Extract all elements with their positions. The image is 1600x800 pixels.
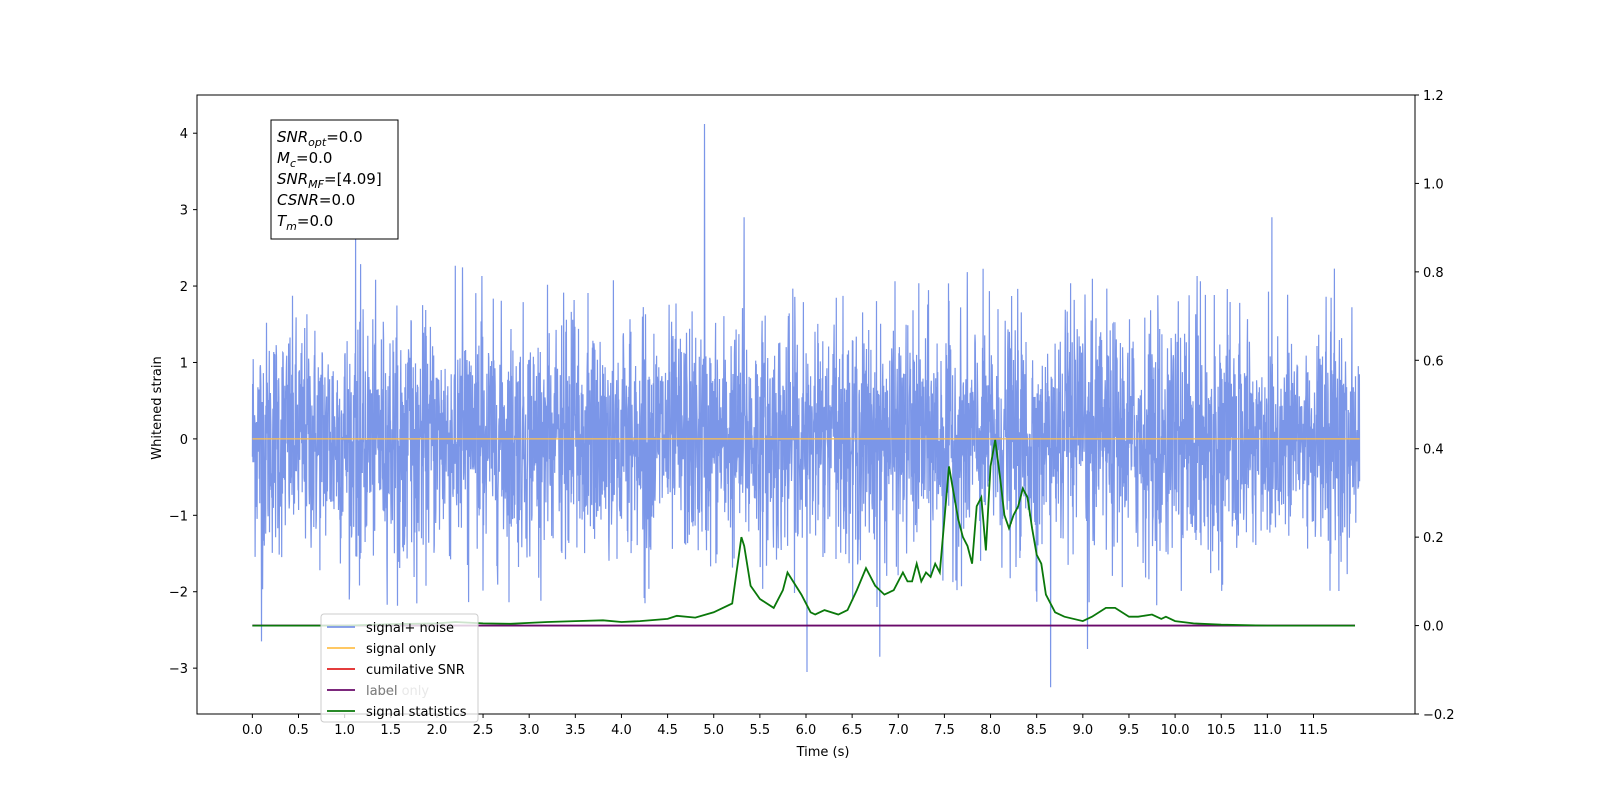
legend-entry: signal only [366, 642, 436, 657]
info-box-line: SNRopt=0.0 [277, 128, 363, 149]
x-tick-label: 11.0 [1253, 723, 1282, 738]
x-tick-label: 4.0 [611, 723, 632, 738]
x-tick-label: 0.5 [288, 723, 309, 738]
x-tick-label: 3.0 [519, 723, 540, 738]
x-tick-label: 11.5 [1299, 723, 1328, 738]
legend-hidden-text: label only [366, 684, 429, 699]
y2-tick-label: −0.2 [1423, 708, 1455, 723]
y2-tick-label: 0.8 [1423, 266, 1444, 281]
x-tick-label: 5.5 [750, 723, 771, 738]
statistics-line [252, 439, 1355, 627]
x-tick-label: 1.0 [334, 723, 355, 738]
x-tick-label: 9.0 [1072, 723, 1093, 738]
x-tick-label: 9.5 [1119, 723, 1140, 738]
y-tick-label: 1 [180, 356, 188, 371]
y-tick-label: 2 [180, 280, 188, 295]
x-tick-label: 6.5 [842, 723, 863, 738]
y-tick-label: 0 [180, 433, 188, 448]
y2-tick-label: 0.4 [1423, 443, 1444, 458]
x-tick-label: 7.0 [888, 723, 909, 738]
noise-series [251, 123, 1361, 688]
legend-entry: signal statistics [366, 705, 467, 720]
x-axis-label: Time (s) [796, 745, 850, 760]
x-tick-label: 5.0 [703, 723, 724, 738]
x-tick-label: 2.0 [427, 723, 448, 738]
y-tick-label: −2 [169, 586, 188, 601]
y2-tick-label: 0.2 [1423, 531, 1444, 546]
info-box-frame [270, 119, 399, 240]
x-axis-ticks: 0.0 0.5 1.0 1.5 2.0 2.5 3.0 3.5 4.0 4.5 5.0 5.5 6.0 6… [242, 714, 1328, 738]
x-tick-label: 7.5 [934, 723, 955, 738]
y2-tick-label: 1.0 [1423, 177, 1444, 192]
x-tick-label: 10.0 [1161, 723, 1190, 738]
x-tick-label: 1.5 [380, 723, 401, 738]
x-tick-label: 8.0 [980, 723, 1001, 738]
x-tick-label: 2.5 [473, 723, 494, 738]
y-tick-label: −3 [169, 662, 188, 677]
x-tick-label: 8.5 [1026, 723, 1047, 738]
info-box-line: Tm=0.0 [277, 212, 333, 233]
noise-line [251, 123, 1361, 688]
legend-entry: signal+ noise [366, 621, 454, 636]
legend-frame [320, 613, 479, 723]
x-tick-label: 6.0 [796, 723, 817, 738]
y2-tick-label: 1.2 [1423, 89, 1444, 104]
y2-tick-label: 0.0 [1423, 620, 1444, 635]
y-axis-label: Whitened strain [150, 356, 165, 459]
x-tick-label: 4.5 [657, 723, 678, 738]
y2-axis-ticks: −0.2 0.0 0.2 0.4 0.6 0.8 1.0 1.2 [1415, 89, 1455, 723]
y2-tick-label: 0.6 [1423, 354, 1444, 369]
legend: signal+ noise signal only cumilative SNR la… [320, 613, 479, 723]
y-axis-ticks: −3 −2 −1 0 1 2 3 4 [169, 127, 197, 677]
y-tick-label: 3 [180, 204, 188, 219]
legend-entry: cumilative SNR [366, 663, 465, 678]
legend-entry: label [366, 684, 397, 699]
info-box-line: Mc=0.0 [277, 149, 332, 170]
x-tick-label: 3.5 [565, 723, 586, 738]
y-tick-label: −1 [169, 509, 188, 524]
info-box-line: CSNR=0.0 [277, 191, 355, 209]
info-box-line: SNRMF=[4.09] [277, 170, 382, 191]
y-tick-label: 4 [180, 127, 188, 142]
x-tick-label: 0.0 [242, 723, 263, 738]
x-tick-label: 10.5 [1207, 723, 1236, 738]
